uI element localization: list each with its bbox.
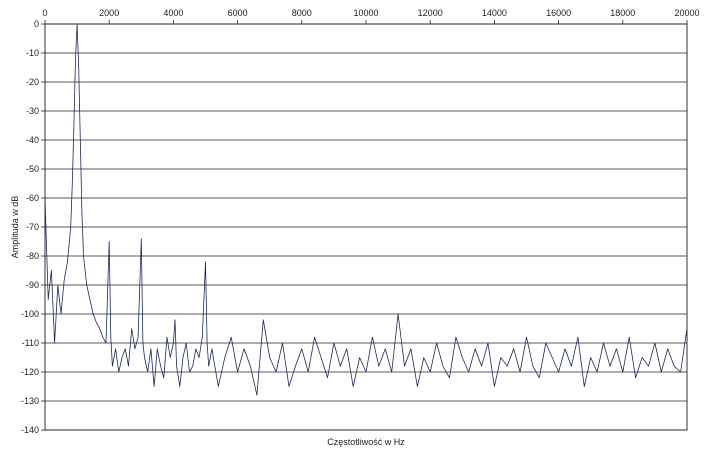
series-layer xyxy=(44,23,688,396)
y-tick-label: -140 xyxy=(21,425,39,435)
y-tick-label: -100 xyxy=(21,309,39,319)
y-tick-label: -110 xyxy=(22,338,39,348)
x-tick-label: 10000 xyxy=(353,8,378,18)
x-tick-label: 12000 xyxy=(418,8,443,18)
y-tick-label: -130 xyxy=(21,396,39,406)
x-tick-label: 16000 xyxy=(546,8,571,18)
x-tick-label: 8000 xyxy=(292,8,312,18)
x-tick-label: 20000 xyxy=(674,8,699,18)
x-axis-label: Częstotliwość w Hz xyxy=(327,437,405,447)
gridlines xyxy=(45,23,687,431)
y-tick-label: -60 xyxy=(26,193,39,203)
y-tick-label: -40 xyxy=(26,135,39,145)
y-tick-label: -80 xyxy=(26,251,39,261)
x-tick-label: 2000 xyxy=(99,8,119,18)
x-tick-label: 6000 xyxy=(228,8,248,18)
x-tick-label: 0 xyxy=(42,8,47,18)
y-tick-label: -50 xyxy=(26,164,39,174)
y-tick-label: -20 xyxy=(26,77,39,87)
x-tick-label: 4000 xyxy=(163,8,183,18)
x-axis-ticks: 0 2000 4000 6000 8000 10000 12000 14000 16000 180… xyxy=(42,8,700,24)
x-tick-label: 18000 xyxy=(610,8,635,18)
y-tick-label: 0 xyxy=(34,19,39,29)
y-tick-label: -120 xyxy=(21,367,39,377)
x-tick-label: 14000 xyxy=(482,8,507,18)
y-tick-label: -10 xyxy=(26,48,39,58)
y-tick-label: -90 xyxy=(26,280,39,290)
series-line-0 xyxy=(44,23,688,396)
y-tick-label: -70 xyxy=(26,222,39,232)
y-axis-label: Amplituda w dB xyxy=(10,196,20,259)
y-axis-ticks: 0 -10 -20 -30 -40 -50 -60 -70 -80 -90 -100 -110 -120… xyxy=(21,19,45,435)
y-tick-label: -30 xyxy=(26,106,39,116)
